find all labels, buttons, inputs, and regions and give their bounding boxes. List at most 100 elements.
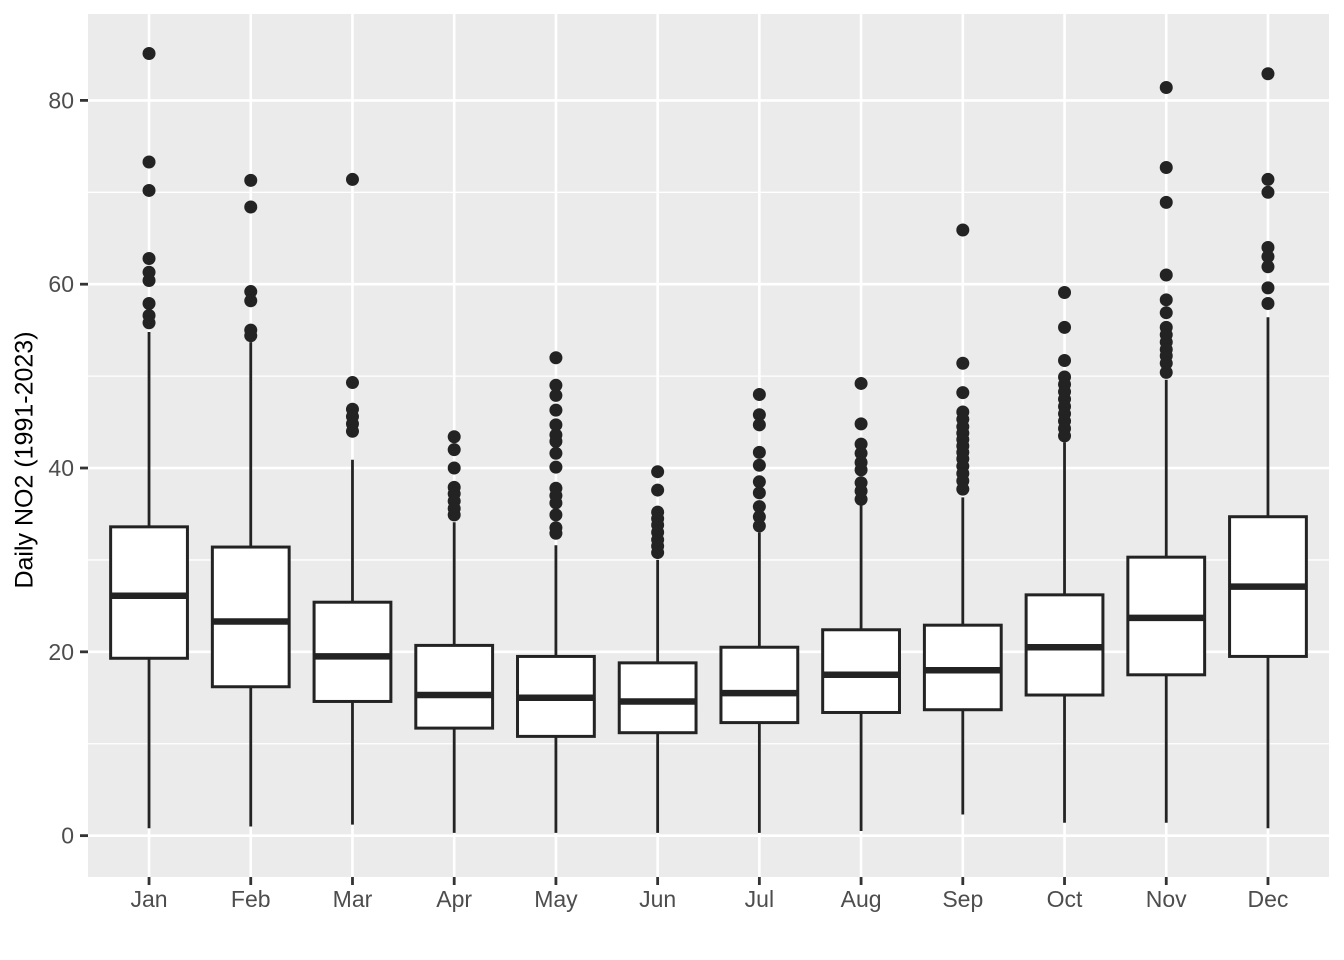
outlier-nov bbox=[1159, 268, 1173, 282]
panel-background bbox=[88, 14, 1329, 877]
outlier-jan bbox=[142, 47, 156, 61]
outlier-apr bbox=[447, 461, 461, 475]
outlier-nov bbox=[1159, 81, 1173, 95]
outlier-feb bbox=[244, 294, 258, 308]
outlier-sep bbox=[956, 386, 970, 400]
outlier-oct bbox=[1058, 353, 1072, 367]
box-jul bbox=[719, 645, 800, 725]
outlier-may bbox=[549, 446, 563, 460]
outlier-jan bbox=[142, 183, 156, 197]
x-tick-label-aug: Aug bbox=[841, 886, 882, 912]
outlier-nov bbox=[1159, 306, 1173, 320]
outlier-aug bbox=[854, 376, 868, 390]
outlier-feb bbox=[244, 200, 258, 214]
outlier-jul bbox=[752, 408, 766, 422]
outlier-jan bbox=[142, 155, 156, 169]
box-feb bbox=[210, 545, 291, 689]
outlier-dec bbox=[1261, 281, 1275, 295]
outlier-oct bbox=[1058, 285, 1072, 299]
outlier-dec bbox=[1261, 185, 1275, 199]
outlier-jul bbox=[752, 475, 766, 489]
outlier-jul bbox=[752, 510, 766, 524]
outlier-nov bbox=[1159, 195, 1173, 209]
outlier-may bbox=[549, 526, 563, 540]
outlier-may bbox=[549, 460, 563, 474]
outlier-jul bbox=[752, 519, 766, 533]
x-tick-label-dec: Dec bbox=[1248, 886, 1289, 912]
outlier-jan bbox=[142, 297, 156, 311]
x-tick-label-apr: Apr bbox=[436, 886, 472, 912]
outlier-nov bbox=[1159, 160, 1173, 174]
outlier-apr bbox=[447, 430, 461, 444]
outlier-jul bbox=[752, 445, 766, 459]
outlier-jul bbox=[752, 486, 766, 500]
y-axis-title: Daily NO2 (1991-2023) bbox=[10, 331, 39, 589]
outlier-jun bbox=[651, 465, 665, 479]
outlier-aug bbox=[854, 492, 868, 506]
outlier-apr bbox=[447, 443, 461, 457]
outlier-may bbox=[549, 388, 563, 402]
x-tick-label-feb: Feb bbox=[231, 886, 271, 912]
outlier-may bbox=[549, 496, 563, 510]
outlier-feb bbox=[244, 329, 258, 343]
outlier-jul bbox=[752, 418, 766, 432]
outlier-may bbox=[549, 351, 563, 365]
outlier-nov bbox=[1159, 293, 1173, 307]
outlier-sep bbox=[956, 356, 970, 370]
outlier-mar bbox=[345, 424, 359, 438]
y-tick-label-40: 40 bbox=[48, 455, 74, 481]
outlier-jun bbox=[651, 483, 665, 497]
x-tick-label-mar: Mar bbox=[333, 886, 373, 912]
outlier-oct bbox=[1058, 320, 1072, 334]
outlier-mar bbox=[345, 172, 359, 186]
outlier-jul bbox=[752, 387, 766, 401]
outlier-sep bbox=[956, 223, 970, 237]
outlier-feb bbox=[244, 285, 258, 299]
outlier-jul bbox=[752, 458, 766, 472]
outlier-aug bbox=[854, 417, 868, 431]
x-tick-label-jan: Jan bbox=[130, 886, 167, 912]
outlier-dec bbox=[1261, 172, 1275, 186]
y-tick-label-0: 0 bbox=[61, 823, 74, 849]
outlier-apr bbox=[447, 508, 461, 522]
y-tick-label-20: 20 bbox=[48, 639, 74, 665]
outlier-aug bbox=[854, 437, 868, 451]
outlier-aug bbox=[854, 463, 868, 477]
outlier-dec bbox=[1261, 297, 1275, 311]
outlier-may bbox=[549, 508, 563, 522]
x-tick-label-jun: Jun bbox=[639, 886, 676, 912]
outlier-may bbox=[549, 378, 563, 392]
outlier-jan bbox=[142, 251, 156, 265]
x-tick-label-oct: Oct bbox=[1047, 886, 1083, 912]
outlier-nov bbox=[1159, 365, 1173, 379]
outlier-dec bbox=[1261, 240, 1275, 254]
outlier-mar bbox=[345, 376, 359, 390]
outlier-aug bbox=[854, 446, 868, 460]
outlier-may bbox=[549, 418, 563, 432]
outlier-oct bbox=[1058, 429, 1072, 443]
outlier-sep bbox=[956, 482, 970, 496]
box-jun bbox=[617, 661, 698, 735]
outlier-dec bbox=[1261, 67, 1275, 81]
y-tick-label-60: 60 bbox=[48, 271, 74, 297]
y-tick-label-80: 80 bbox=[48, 87, 74, 113]
outlier-jul bbox=[752, 500, 766, 514]
outlier-dec bbox=[1261, 260, 1275, 274]
outlier-jun bbox=[651, 546, 665, 560]
outlier-dec bbox=[1261, 250, 1275, 264]
outlier-nov bbox=[1159, 356, 1173, 370]
x-tick-label-may: May bbox=[534, 886, 578, 912]
outlier-jan bbox=[142, 316, 156, 330]
x-tick-label-nov: Nov bbox=[1146, 886, 1187, 912]
outlier-may bbox=[549, 403, 563, 417]
box-aug bbox=[821, 628, 901, 714]
box-apr bbox=[414, 643, 495, 730]
x-tick-label-sep: Sep bbox=[942, 886, 983, 912]
outlier-feb bbox=[244, 173, 258, 187]
outlier-may bbox=[549, 434, 563, 448]
box-mar bbox=[312, 600, 393, 703]
outlier-jan bbox=[142, 274, 156, 288]
x-tick-label-jul: Jul bbox=[745, 886, 774, 912]
